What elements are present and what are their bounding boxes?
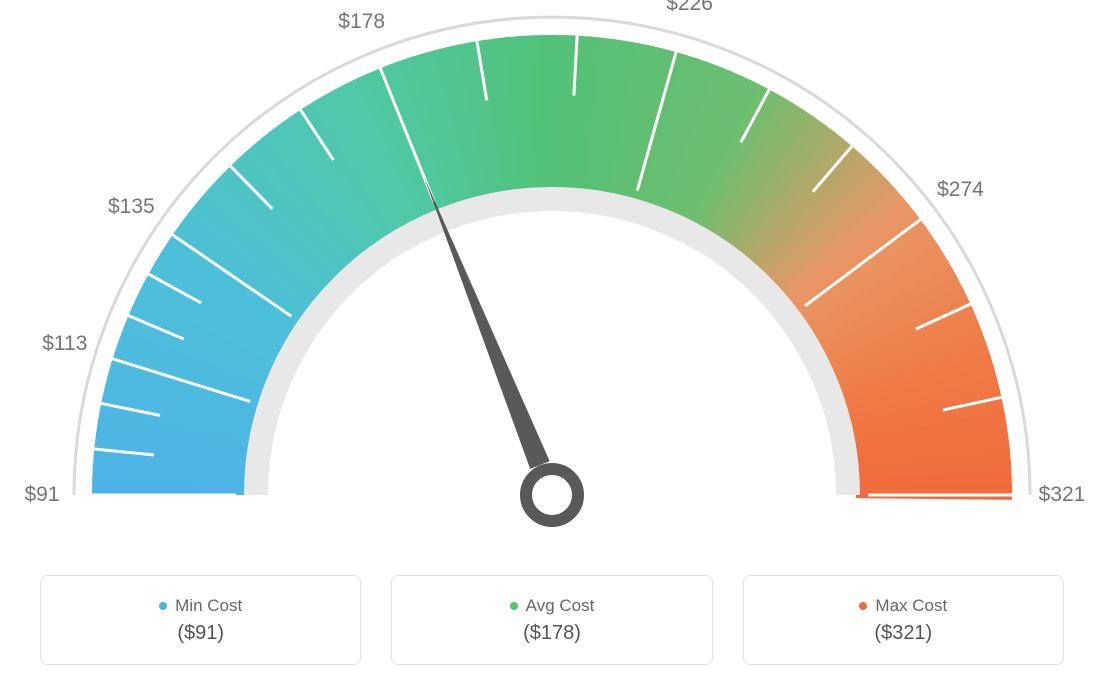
min-cost-value: ($91) [177, 622, 224, 645]
gauge-tick-label: $274 [937, 178, 984, 202]
min-cost-card: Min Cost ($91) [40, 575, 361, 665]
gauge-tick-label: $226 [666, 0, 713, 16]
gauge-tick-label: $321 [1039, 483, 1086, 507]
cost-gauge-chart: $91 $113 $135 $178 $226 $274 $321 [0, 0, 1104, 560]
gauge-tick-label: $91 [24, 483, 59, 507]
max-cost-value: ($321) [874, 622, 932, 645]
max-cost-dot [859, 602, 867, 610]
avg-cost-dot [510, 602, 518, 610]
summary-cards: Min Cost ($91) Avg Cost ($178) Max Cost … [0, 575, 1104, 665]
min-cost-dot [159, 602, 167, 610]
gauge-tick-label: $113 [42, 332, 87, 356]
avg-cost-card: Avg Cost ($178) [391, 575, 712, 665]
avg-cost-value: ($178) [523, 622, 581, 645]
gauge-svg [0, 0, 1104, 560]
max-cost-label: Max Cost [875, 596, 947, 616]
gauge-tick-label: $178 [338, 10, 385, 34]
min-cost-label: Min Cost [175, 596, 242, 616]
avg-cost-label: Avg Cost [526, 596, 595, 616]
gauge-tick-label: $135 [108, 195, 155, 219]
max-cost-card: Max Cost ($321) [743, 575, 1064, 665]
